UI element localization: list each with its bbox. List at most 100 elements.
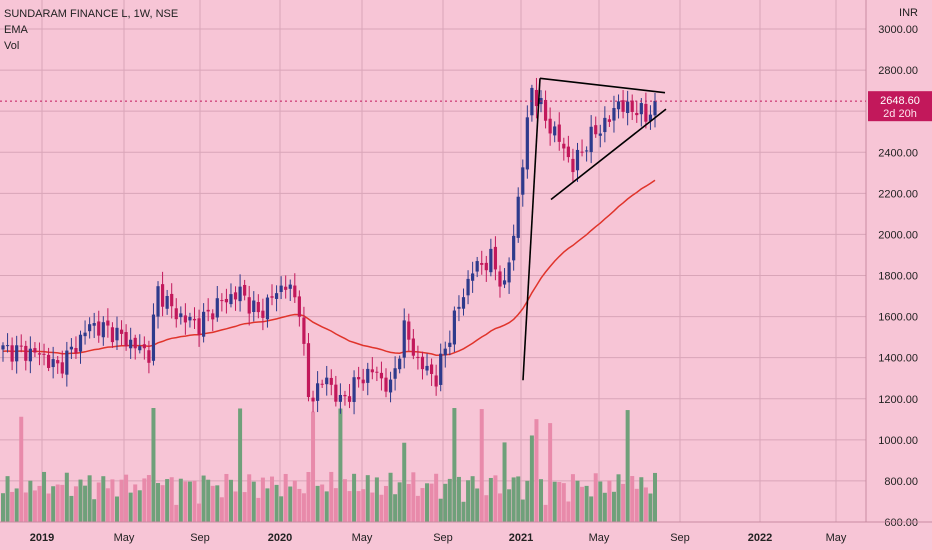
chart-legend: SUNDARAM FINANCE L, 1W, NSE EMA Vol <box>4 6 178 54</box>
candle-body <box>644 103 648 122</box>
volume-bar <box>593 473 598 522</box>
volume-bar <box>10 491 15 522</box>
volume-bar <box>461 501 466 522</box>
volume-bar <box>69 495 74 522</box>
candle-body <box>206 309 210 312</box>
candle-body <box>279 285 283 292</box>
ema-indicator-label[interactable]: EMA <box>4 24 28 36</box>
candle-body <box>466 278 470 296</box>
candle-body <box>33 348 37 353</box>
x-tick-label: 2020 <box>268 532 292 544</box>
volume-bar <box>151 408 156 522</box>
candle-body <box>525 117 529 170</box>
candle-body <box>370 369 374 373</box>
volume-bar <box>397 482 402 522</box>
candle-body <box>420 356 425 370</box>
candle-body <box>46 354 51 368</box>
volume-bar <box>602 492 607 522</box>
y-tick-label: 800.00 <box>884 476 918 488</box>
candle-body <box>407 321 411 340</box>
volume-bar <box>23 492 28 522</box>
candle-body <box>297 296 301 317</box>
volume-bar <box>598 481 603 522</box>
x-tick-label: 2022 <box>748 532 772 544</box>
candle-body <box>106 320 110 326</box>
volume-bar <box>411 472 416 522</box>
candle-body <box>293 285 297 298</box>
candle-body <box>402 320 406 358</box>
y-tick-label: 1600.00 <box>878 312 918 324</box>
candle-body <box>639 103 643 115</box>
volume-bar <box>607 480 612 522</box>
volume-bar <box>566 501 571 522</box>
volume-bar <box>96 482 101 522</box>
candle-body <box>97 321 101 336</box>
candle-body <box>379 372 384 379</box>
candle-body <box>635 112 639 116</box>
volume-bar <box>274 484 279 522</box>
volume-bar <box>502 442 507 522</box>
candle-body <box>151 314 156 361</box>
candle-body <box>115 327 119 341</box>
volume-bar <box>529 435 534 522</box>
volume-bar <box>393 494 398 522</box>
volume-bar <box>110 479 115 522</box>
volume-bar <box>388 472 393 522</box>
candle-body <box>512 235 516 261</box>
volume-bar <box>634 488 639 522</box>
volume-bar <box>352 473 357 522</box>
volume-bar <box>197 503 202 522</box>
candle-body <box>65 350 69 375</box>
volume-bar <box>643 487 648 522</box>
candle-body <box>325 377 329 385</box>
x-tick-label: Sep <box>670 532 690 544</box>
volume-bar <box>534 419 539 522</box>
price-tag-box <box>868 91 932 122</box>
candle-body <box>142 344 146 349</box>
candle-body <box>124 332 128 347</box>
volume-bar <box>206 479 211 522</box>
volume-bar <box>653 472 657 522</box>
volume-bar <box>561 483 566 522</box>
volume-bar <box>575 480 580 522</box>
candle-body <box>302 317 306 344</box>
volume-bar <box>543 504 548 522</box>
volume-bar <box>87 475 92 522</box>
volume-bar <box>210 485 215 522</box>
volume-bar <box>242 492 247 522</box>
volume-bars <box>1 408 657 522</box>
volume-indicator-label[interactable]: Vol <box>4 40 20 52</box>
candle-body <box>612 107 616 121</box>
candle-body <box>471 273 475 281</box>
volume-bar <box>425 483 430 522</box>
volume-bar <box>306 472 311 522</box>
candle-body <box>598 133 602 136</box>
y-tick-label: 2200.00 <box>878 188 918 200</box>
candle-body <box>448 342 452 347</box>
volume-bar <box>260 477 265 522</box>
price-tag-countdown: 2d 20h <box>883 108 917 120</box>
candle-body <box>384 377 388 392</box>
x-tick-label: 2021 <box>509 532 533 544</box>
candle-body <box>607 119 612 122</box>
candle-body <box>653 100 657 116</box>
volume-bar <box>324 491 329 522</box>
volume-bar <box>648 493 653 522</box>
volume-bar <box>639 477 644 522</box>
volume-bar <box>548 423 553 522</box>
volume-bar <box>625 410 630 522</box>
volume-bar <box>415 495 420 522</box>
candle-body <box>179 313 183 318</box>
candle-body <box>311 397 315 402</box>
volume-bar <box>64 472 69 522</box>
candle-body <box>621 100 625 112</box>
volume-bar <box>525 480 530 522</box>
candle-body <box>261 310 265 318</box>
candle-body <box>543 99 548 121</box>
y-tick-label: 1000.00 <box>878 435 918 447</box>
trendline-annotations[interactable] <box>522 77 667 381</box>
symbol-title[interactable]: SUNDARAM FINANCE L, 1W, NSE <box>4 8 179 20</box>
volume-bar <box>51 486 56 522</box>
candle-body <box>626 101 630 114</box>
